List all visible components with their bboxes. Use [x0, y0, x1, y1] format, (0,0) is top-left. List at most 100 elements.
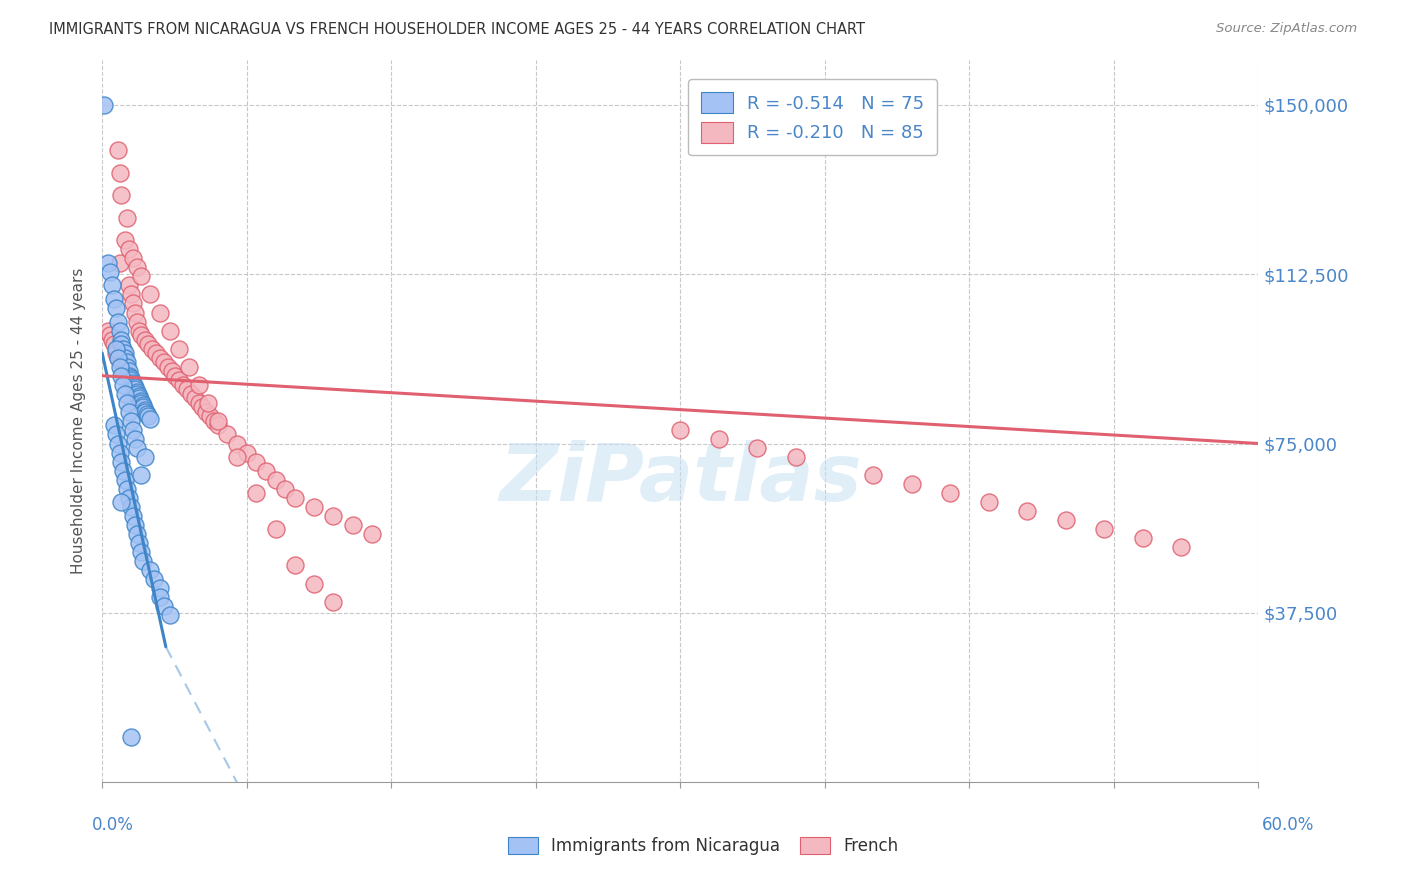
Point	[245, 454, 267, 468]
Point	[669, 423, 692, 437]
Text: IMMIGRANTS FROM NICARAGUA VS FRENCH HOUSEHOLDER INCOME AGES 25 - 44 YEARS CORREL: IMMIGRANTS FROM NICARAGUA VS FRENCH HOUS…	[49, 22, 865, 37]
Point	[129, 328, 152, 343]
Text: ZiPatlas: ZiPatlas	[499, 440, 862, 517]
Point	[187, 396, 209, 410]
Point	[128, 536, 150, 550]
Point	[117, 482, 139, 496]
Point	[176, 382, 198, 396]
Point	[129, 468, 152, 483]
Point	[104, 427, 127, 442]
Point	[302, 576, 325, 591]
Point	[264, 473, 287, 487]
Point	[149, 590, 172, 604]
Point	[149, 351, 172, 365]
Point	[1170, 541, 1192, 555]
Point	[112, 377, 135, 392]
Point	[149, 581, 172, 595]
Point	[107, 351, 129, 365]
Point	[114, 233, 136, 247]
Point	[131, 398, 153, 412]
Point	[235, 445, 257, 459]
Point	[134, 450, 156, 464]
Point	[900, 477, 922, 491]
Point	[165, 368, 187, 383]
Point	[156, 359, 179, 374]
Point	[120, 414, 142, 428]
Point	[264, 522, 287, 536]
Point	[131, 554, 153, 568]
Point	[187, 377, 209, 392]
Point	[118, 364, 141, 378]
Point	[138, 337, 160, 351]
Point	[118, 491, 141, 505]
Point	[195, 405, 218, 419]
Point	[245, 486, 267, 500]
Point	[122, 377, 145, 392]
Point	[122, 508, 145, 523]
Point	[103, 292, 125, 306]
Point	[112, 464, 135, 478]
Point	[108, 165, 131, 179]
Point	[135, 407, 157, 421]
Point	[131, 401, 153, 415]
Point	[125, 526, 148, 541]
Text: 0.0%: 0.0%	[91, 816, 134, 834]
Point	[114, 364, 136, 378]
Point	[110, 337, 132, 351]
Point	[202, 414, 225, 428]
Point	[118, 278, 141, 293]
Point	[114, 351, 136, 365]
Point	[120, 500, 142, 514]
Point	[159, 324, 181, 338]
Point	[124, 382, 146, 396]
Point	[110, 355, 132, 369]
Point	[110, 368, 132, 383]
Point	[117, 359, 139, 374]
Point	[134, 405, 156, 419]
Point	[104, 342, 127, 356]
Point	[124, 305, 146, 319]
Point	[134, 333, 156, 347]
Point	[197, 396, 219, 410]
Point	[1092, 522, 1115, 536]
Point	[302, 500, 325, 514]
Point	[785, 450, 807, 464]
Point	[322, 508, 344, 523]
Point	[120, 287, 142, 301]
Point	[112, 342, 135, 356]
Point	[97, 256, 120, 270]
Point	[98, 265, 121, 279]
Point	[128, 324, 150, 338]
Point	[128, 389, 150, 403]
Point	[120, 730, 142, 744]
Point	[108, 445, 131, 459]
Point	[134, 402, 156, 417]
Point	[149, 305, 172, 319]
Point	[226, 436, 249, 450]
Point	[103, 337, 125, 351]
Point	[118, 368, 141, 383]
Point	[169, 342, 191, 356]
Point	[129, 393, 152, 408]
Point	[107, 351, 129, 365]
Point	[110, 454, 132, 468]
Point	[939, 486, 962, 500]
Point	[1132, 532, 1154, 546]
Point	[112, 359, 135, 374]
Point	[153, 355, 176, 369]
Point	[108, 256, 131, 270]
Point	[322, 594, 344, 608]
Point	[120, 371, 142, 385]
Point	[101, 333, 124, 347]
Point	[361, 526, 384, 541]
Y-axis label: Householder Income Ages 25 - 44 years: Householder Income Ages 25 - 44 years	[72, 268, 86, 574]
Point	[177, 359, 200, 374]
Point	[747, 441, 769, 455]
Point	[110, 333, 132, 347]
Point	[101, 278, 124, 293]
Point	[172, 377, 194, 392]
Point	[707, 432, 730, 446]
Point	[284, 558, 307, 573]
Point	[104, 346, 127, 360]
Point	[107, 143, 129, 157]
